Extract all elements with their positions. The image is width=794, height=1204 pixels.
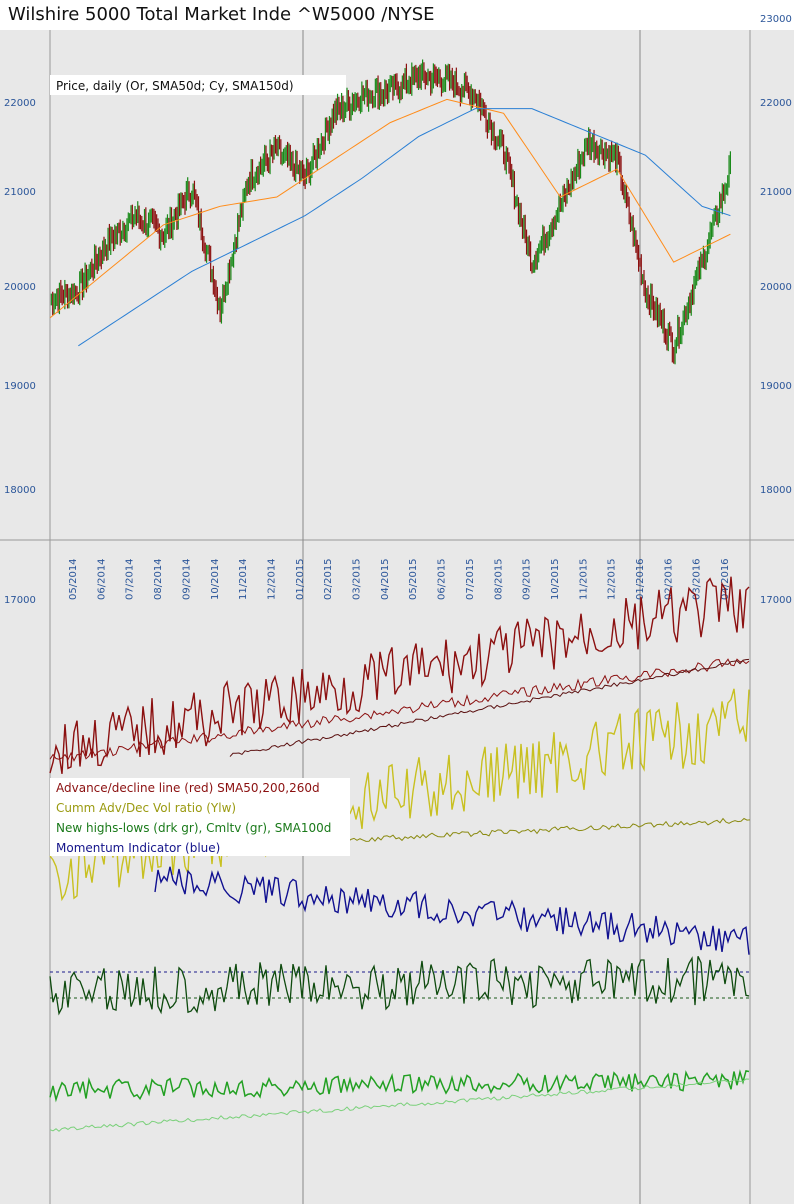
nhl-sma100-line	[49, 1078, 750, 1132]
x-axis-months: 05/2014 06/2014 07/2014 08/2014 09/2014 10/20…	[68, 558, 731, 600]
right-y-axis: 23000 22000 21000 20000 19000 18000	[760, 14, 792, 496]
month-tick: 09/2014	[181, 558, 192, 600]
month-tick: 02/2015	[323, 558, 334, 600]
indicator-legend-box	[50, 778, 350, 856]
lower-tick-right: 17000	[760, 595, 792, 606]
month-tick: 08/2014	[153, 558, 164, 600]
ytick-right-21000: 21000	[760, 187, 792, 198]
price-legend-box	[50, 75, 346, 95]
ytick-left-21000: 21000	[4, 187, 36, 198]
indicator-legend: Advance/decline line (red) SMA50,200,260…	[50, 778, 350, 856]
ad-sma50-line	[49, 658, 750, 762]
ytick-left-18000: 18000	[4, 485, 36, 496]
sma50-line	[49, 98, 731, 319]
month-tick: 12/2015	[607, 558, 618, 600]
ytick-left-20000: 20000	[4, 282, 36, 293]
month-tick: 09/2015	[522, 558, 533, 600]
momentum-line	[154, 866, 750, 955]
month-tick: 05/2014	[68, 558, 79, 600]
advance-decline-line	[49, 576, 750, 774]
chart-title: Wilshire 5000 Total Market Inde ^W5000 /…	[8, 4, 435, 25]
month-tick: 02/2016	[663, 558, 674, 600]
left-y-axis: 22000 21000 20000 19000 18000	[4, 98, 36, 496]
month-tick: 01/2016	[635, 558, 646, 600]
price-panel	[50, 30, 750, 540]
ad-sma200-line	[229, 658, 750, 757]
month-tick: 12/2014	[266, 558, 277, 600]
legend-momentum: Momentum Indicator (blue)	[56, 841, 220, 855]
plot-layer	[49, 59, 751, 1132]
month-tick: 04/2016	[720, 558, 731, 600]
month-tick: 01/2015	[295, 558, 306, 600]
cumulative-nhl-line	[49, 1069, 750, 1103]
lower-tick-left: 17000	[4, 595, 36, 606]
ytick-left-19000: 19000	[4, 381, 36, 392]
month-tick: 06/2014	[96, 558, 107, 600]
ytick-left-22000: 22000	[4, 98, 36, 109]
month-tick: 05/2015	[408, 558, 419, 600]
month-tick: 11/2015	[578, 558, 589, 600]
month-tick: 03/2015	[352, 558, 363, 600]
month-tick: 07/2015	[465, 558, 476, 600]
ytick-right-20000: 20000	[760, 282, 792, 293]
month-tick: 11/2014	[238, 558, 249, 600]
ytick-right-22000: 22000	[760, 98, 792, 109]
title-bar	[0, 0, 794, 30]
month-tick: 07/2014	[125, 558, 136, 600]
month-tick: 10/2014	[210, 558, 221, 600]
new-highs-lows-line	[49, 955, 750, 1016]
legend-vol-ratio: Cumm Adv/Dec Vol ratio (Ylw)	[56, 801, 236, 815]
month-tick: 10/2015	[550, 558, 561, 600]
month-tick: 08/2015	[493, 558, 504, 600]
price-legend: Price, daily (Or, SMA50d; Cy, SMA150d)	[56, 79, 294, 93]
ytick-right-19000: 19000	[760, 381, 792, 392]
ytick-right-18000: 18000	[760, 485, 792, 496]
month-tick: 03/2016	[692, 558, 703, 600]
legend-new-highs-lows: New highs-lows (drk gr), Cmltv (gr), SMA…	[56, 821, 331, 835]
sma150-line	[78, 108, 731, 347]
month-tick: 04/2015	[380, 558, 391, 600]
legend-ad-line: Advance/decline line (red) SMA50,200,260…	[56, 781, 320, 795]
month-tick: 06/2015	[437, 558, 448, 600]
ytick-right-23000: 23000	[760, 14, 792, 25]
